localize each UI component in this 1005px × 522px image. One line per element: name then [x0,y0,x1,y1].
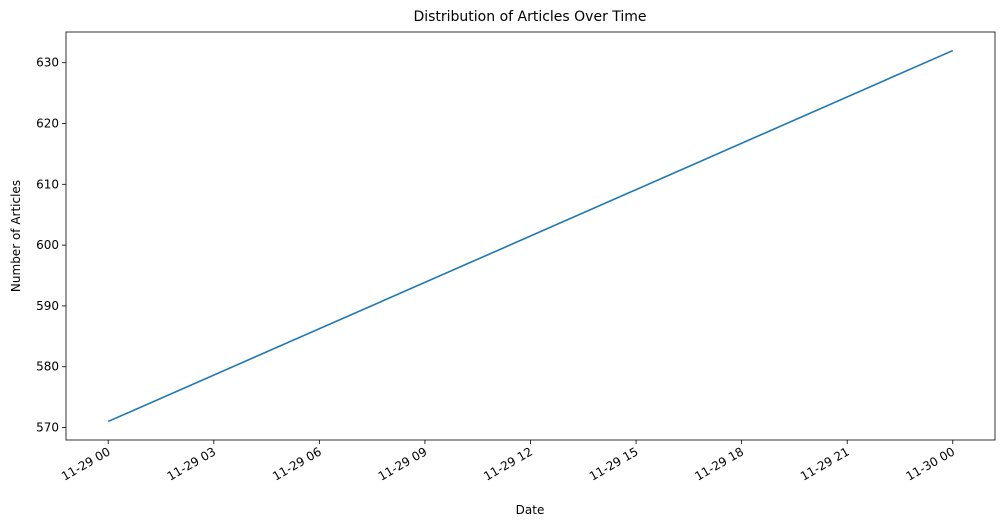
chart-title: Distribution of Articles Over Time [413,9,646,25]
x-tick-label: 11-29 03 [165,444,219,483]
x-axis-label: Date [516,503,545,517]
y-tick-label: 630 [36,56,59,70]
y-axis-label: Number of Articles [9,180,23,292]
y-tick-label: 610 [36,177,59,191]
y-tick-label: 570 [36,421,59,435]
x-tick-label: 11-29 06 [270,444,324,483]
x-tick-label: 11-29 00 [59,444,113,483]
y-tick-label: 620 [36,117,59,131]
x-tick-label: 11-29 15 [587,444,641,483]
x-tick-label: 11-30 00 [904,444,958,483]
data-line [107,49,954,423]
x-tick-label: 11-29 18 [692,444,746,483]
y-tick-label: 590 [36,299,59,313]
x-tick-label: 11-29 09 [376,444,430,483]
x-tick-label: 11-29 12 [481,444,535,483]
y-tick-label: 580 [36,360,59,374]
x-tick-label: 11-29 21 [798,444,852,483]
y-tick-label: 600 [36,238,59,252]
